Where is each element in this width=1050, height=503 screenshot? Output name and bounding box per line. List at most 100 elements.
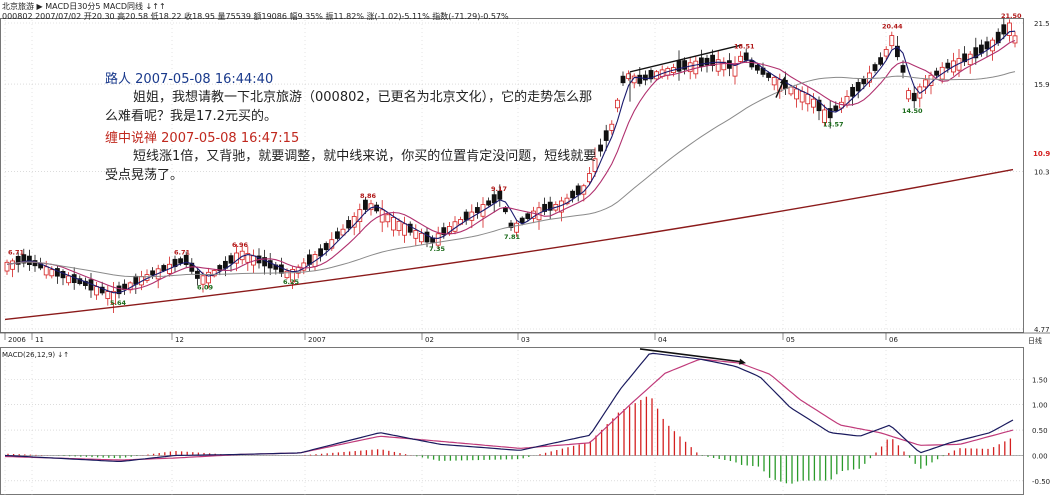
note-1-text1: 姐姐，我想请教一下北京旅游（000802，已更名为北京文化），它的走势怎么那 [133,90,593,105]
candle-body [822,109,827,124]
x-axis-unit-label: 日线 [1028,336,1042,345]
x-axis-label: 03 [521,336,530,344]
candle-body [687,62,693,73]
candle-body [278,264,284,274]
candle-body [749,60,755,68]
candle-body [626,73,631,79]
candle-body [883,49,889,57]
candle-body [21,254,27,264]
candle-body [228,255,234,264]
candle-body [743,52,749,61]
candle-body [105,291,111,299]
candle-body [643,74,648,81]
candle-body [32,260,38,267]
candle-body [704,57,710,66]
candle-body [116,285,122,295]
candle-body [77,278,83,285]
note-2-text2: 受点晃荡了。 [105,168,184,183]
ma-line-2 [6,39,1016,290]
price-annotation-label: 21.50 [1001,12,1022,20]
candle-body [973,47,979,59]
candle-body [979,44,984,54]
candle-body [329,239,335,249]
candle-body [676,60,682,72]
candle-body [55,268,60,277]
candle-body [385,214,391,223]
price-annotation-label: 9.17 [491,185,507,193]
candle-body [889,35,895,47]
price-y-tick-label: 21.50 [1034,20,1050,28]
candle-body [710,54,715,66]
candle-body [615,99,620,109]
candle-body [99,286,105,294]
candle-body [850,86,855,97]
note-1-user: 路人 [105,72,132,87]
candle-body [738,55,743,62]
macd-y-tick-label: 1.50 [1032,376,1048,384]
price-annotation-label: 8.86 [360,192,377,200]
price-annotation-label: 6.09 [197,283,214,291]
candle-body [598,144,603,152]
price-y-tick-label: 15.92 [1034,81,1050,89]
candle-body [603,130,609,141]
macd-divergence-line [639,348,741,363]
note-2-user: 缠中说禅 [105,131,158,146]
macd-title: MACD(26,12,9) ↓↑ [2,351,69,359]
candle-body [872,64,878,71]
macd-panel-frame [0,347,1024,495]
candle-body [486,200,492,206]
price-y-tick-label: 4.77 [1034,326,1050,334]
candle-body [4,261,10,272]
candle-body [587,173,592,183]
candle-body [290,269,296,283]
candle-body [306,254,312,265]
candle-body [648,70,654,80]
price-annotation-label: 13.57 [823,121,844,129]
candle-body [609,123,615,131]
candle-body [502,207,508,213]
candle-body [178,258,184,264]
arrow-head [780,76,786,87]
candle-body [396,220,402,232]
candle-body [206,271,212,284]
price-annotation-label: 6.71 [8,249,25,257]
arrow-shaft [775,81,784,98]
note-2-text1: 短线涨1倍，又背驰，就要调整，就中线来说，你买的位置肯定没问题，短线就要 [133,149,597,164]
candle-body [1001,24,1007,35]
divergence-trend-line [629,44,743,73]
macd-y-tick-label: -0.50 [1032,478,1050,486]
ma-line-1 [6,30,1016,294]
current-price-tag: 10.91 [1033,150,1050,158]
candle-body [508,222,514,228]
macd-dif-line [4,352,1014,462]
note-1-text2: 么难看呢？我是17.2元买的。 [105,109,277,124]
candle-body [811,98,816,108]
price-annotation-label: 18.51 [734,42,755,50]
candle-body [323,243,329,251]
x-axis-label: 2007 [308,336,326,344]
candle-body [497,190,503,200]
x-axis-label: 05 [786,336,795,344]
candle-body [519,217,525,224]
candle-body [788,86,794,95]
chart-header-line2: 000802 2007/07/02 开20.30 高20.58 低18.22 收… [2,12,509,21]
price-annotation-label: 20.44 [882,22,903,30]
candle-body [402,223,408,236]
candle-body [911,92,917,102]
candle-body [94,286,99,296]
x-axis-label: 02 [425,336,434,344]
candle-body [878,57,883,65]
candle-body [161,265,167,271]
macd-divergence-arrowhead [739,358,746,365]
price-annotation-label: 6.25 [283,278,300,286]
price-annotation-label: 14.50 [902,107,923,115]
candlestick-group [4,18,1018,314]
candle-body [413,230,419,239]
candle-body [827,108,833,119]
candle-body [407,223,413,233]
candle-body [390,217,396,231]
candle-body [855,82,861,92]
candle-body [43,266,49,276]
price-annotation-label: 6.71 [174,249,191,257]
